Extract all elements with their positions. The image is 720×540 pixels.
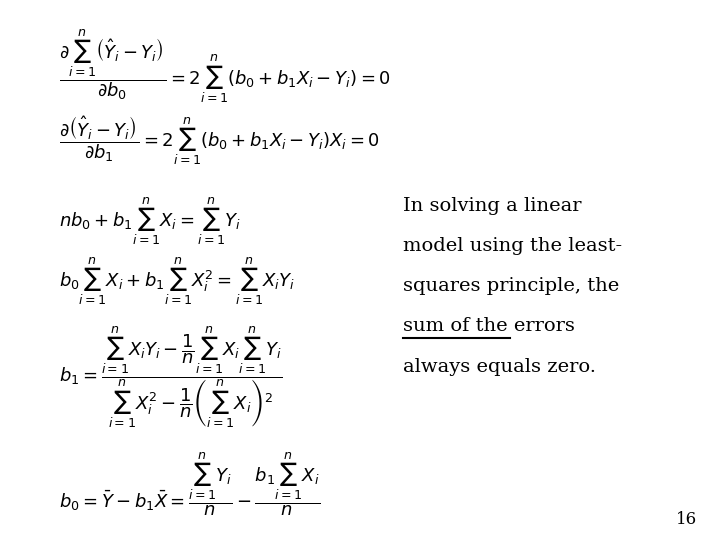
Text: model using the least-: model using the least-: [403, 237, 622, 255]
Text: In solving a linear: In solving a linear: [403, 197, 582, 214]
Text: 16: 16: [676, 511, 697, 528]
Text: sum of the errors: sum of the errors: [403, 318, 575, 335]
Text: $\dfrac{\partial\sum_{i=1}^{n}\left(\hat{Y}_i - Y_i\right)}{\partial b_0} = 2\su: $\dfrac{\partial\sum_{i=1}^{n}\left(\hat…: [59, 27, 390, 105]
Text: $b_0\sum_{i=1}^{n} X_i + b_1\sum_{i=1}^{n} X_i^2 = \sum_{i=1}^{n} X_i Y_i$: $b_0\sum_{i=1}^{n} X_i + b_1\sum_{i=1}^{…: [59, 255, 295, 307]
Text: $b_0 = \bar{Y} - b_1\bar{X} = \dfrac{\sum_{i=1}^{n} Y_i}{n} - \dfrac{b_1\sum_{i=: $b_0 = \bar{Y} - b_1\bar{X} = \dfrac{\su…: [59, 451, 320, 518]
Text: $nb_0 + b_1\sum_{i=1}^{n} X_i = \sum_{i=1}^{n} Y_i$: $nb_0 + b_1\sum_{i=1}^{n} X_i = \sum_{i=…: [59, 196, 241, 247]
Text: squares principle, the: squares principle, the: [403, 277, 619, 295]
Text: $\dfrac{\partial\left(\hat{Y}_i - Y_i\right)}{\partial b_1} = 2\sum_{i=1}^{n}(b_: $\dfrac{\partial\left(\hat{Y}_i - Y_i\ri…: [59, 114, 380, 167]
Text: $b_1 = \dfrac{\sum_{i=1}^{n} X_i Y_i - \dfrac{1}{n}\sum_{i=1}^{n} X_i \sum_{i=1}: $b_1 = \dfrac{\sum_{i=1}^{n} X_i Y_i - \…: [59, 325, 282, 430]
Text: always equals zero.: always equals zero.: [403, 357, 596, 376]
